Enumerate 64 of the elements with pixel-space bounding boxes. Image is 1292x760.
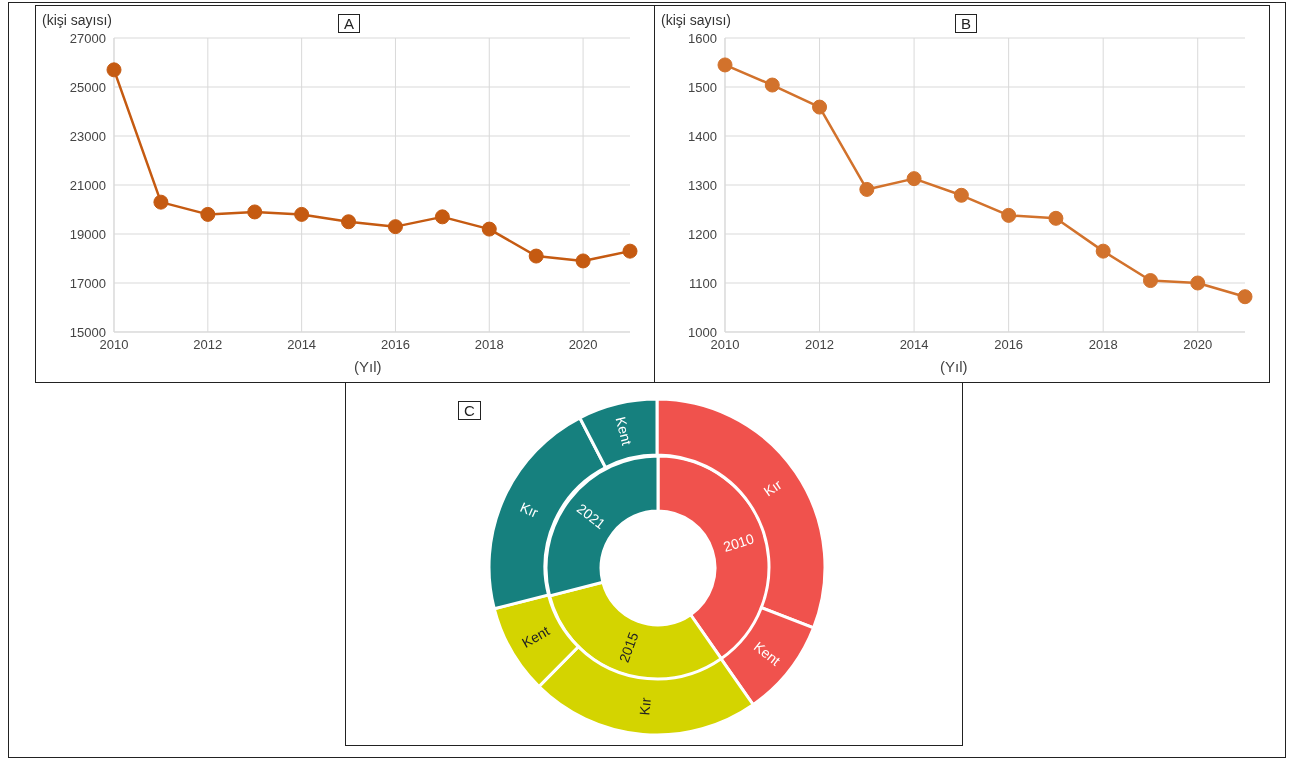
point: [906, 171, 922, 187]
point: [294, 206, 310, 222]
point: [859, 181, 875, 197]
point: [1190, 275, 1206, 291]
x-tick-label: 2020: [1183, 337, 1213, 353]
y-tick-label: 19000: [69, 226, 106, 242]
point: [1095, 243, 1111, 259]
y-tick-label: 17000: [69, 275, 106, 291]
y-tick-label: 1100: [689, 275, 717, 291]
point: [1142, 273, 1158, 289]
point: [764, 77, 780, 93]
y-tick-label: 23000: [69, 128, 106, 144]
y-tick-label: 1300: [688, 177, 717, 193]
point: [341, 214, 357, 230]
x-tick-label: 2012: [193, 337, 223, 353]
point: [387, 219, 403, 235]
chart-title: C: [458, 401, 481, 420]
slice-label: Kır: [636, 696, 654, 717]
chart-title: B: [955, 14, 978, 33]
x-tick-label: 2012: [805, 337, 835, 353]
x-tick-label: 2016: [380, 337, 410, 353]
point: [247, 204, 263, 220]
point: [717, 57, 733, 73]
slice-label: Kent: [612, 415, 636, 447]
x-tick-label: 2010: [99, 337, 129, 353]
slice-label: Kır: [760, 476, 785, 500]
point: [434, 209, 450, 225]
y-tick-label: 1000: [688, 324, 717, 340]
y-tick-label: 1600: [688, 30, 717, 46]
point: [622, 243, 638, 259]
x-tick-label: 2018: [1088, 337, 1118, 353]
x-tick-label: 2010: [710, 337, 740, 353]
chart-title: A: [338, 14, 361, 33]
point: [528, 248, 544, 264]
point: [953, 187, 969, 203]
y-axis-title: (kişi sayısı): [661, 12, 731, 28]
point: [575, 253, 591, 269]
point: [200, 206, 216, 222]
x-tick-label: 2016: [994, 337, 1024, 353]
point: [1237, 289, 1253, 305]
y-tick-label: 1200: [688, 226, 717, 242]
point: [1048, 210, 1064, 226]
slice-label: 2015: [615, 629, 642, 665]
x-tick-label: 2014: [899, 337, 929, 353]
x-axis-title: (Yıl): [940, 358, 968, 375]
point: [153, 194, 169, 210]
y-tick-label: 1500: [688, 79, 717, 95]
point: [812, 99, 828, 115]
point: [1001, 207, 1017, 223]
slice-label: Kır: [517, 498, 541, 521]
slice-label: Kent: [519, 622, 553, 651]
point: [106, 62, 122, 78]
y-tick-label: 15000: [69, 324, 106, 340]
x-axis-title: (Yıl): [354, 358, 382, 375]
x-tick-label: 2018: [474, 337, 504, 353]
point: [481, 221, 497, 237]
y-tick-label: 21000: [69, 177, 106, 193]
y-axis-title: (kişi sayısı): [42, 12, 112, 28]
y-tick-label: 25000: [69, 79, 106, 95]
slice-label: 2010: [721, 530, 757, 555]
x-tick-label: 2014: [287, 337, 317, 353]
x-tick-label: 2020: [568, 337, 598, 353]
y-tick-label: 27000: [69, 30, 106, 46]
y-tick-label: 1400: [688, 128, 717, 144]
